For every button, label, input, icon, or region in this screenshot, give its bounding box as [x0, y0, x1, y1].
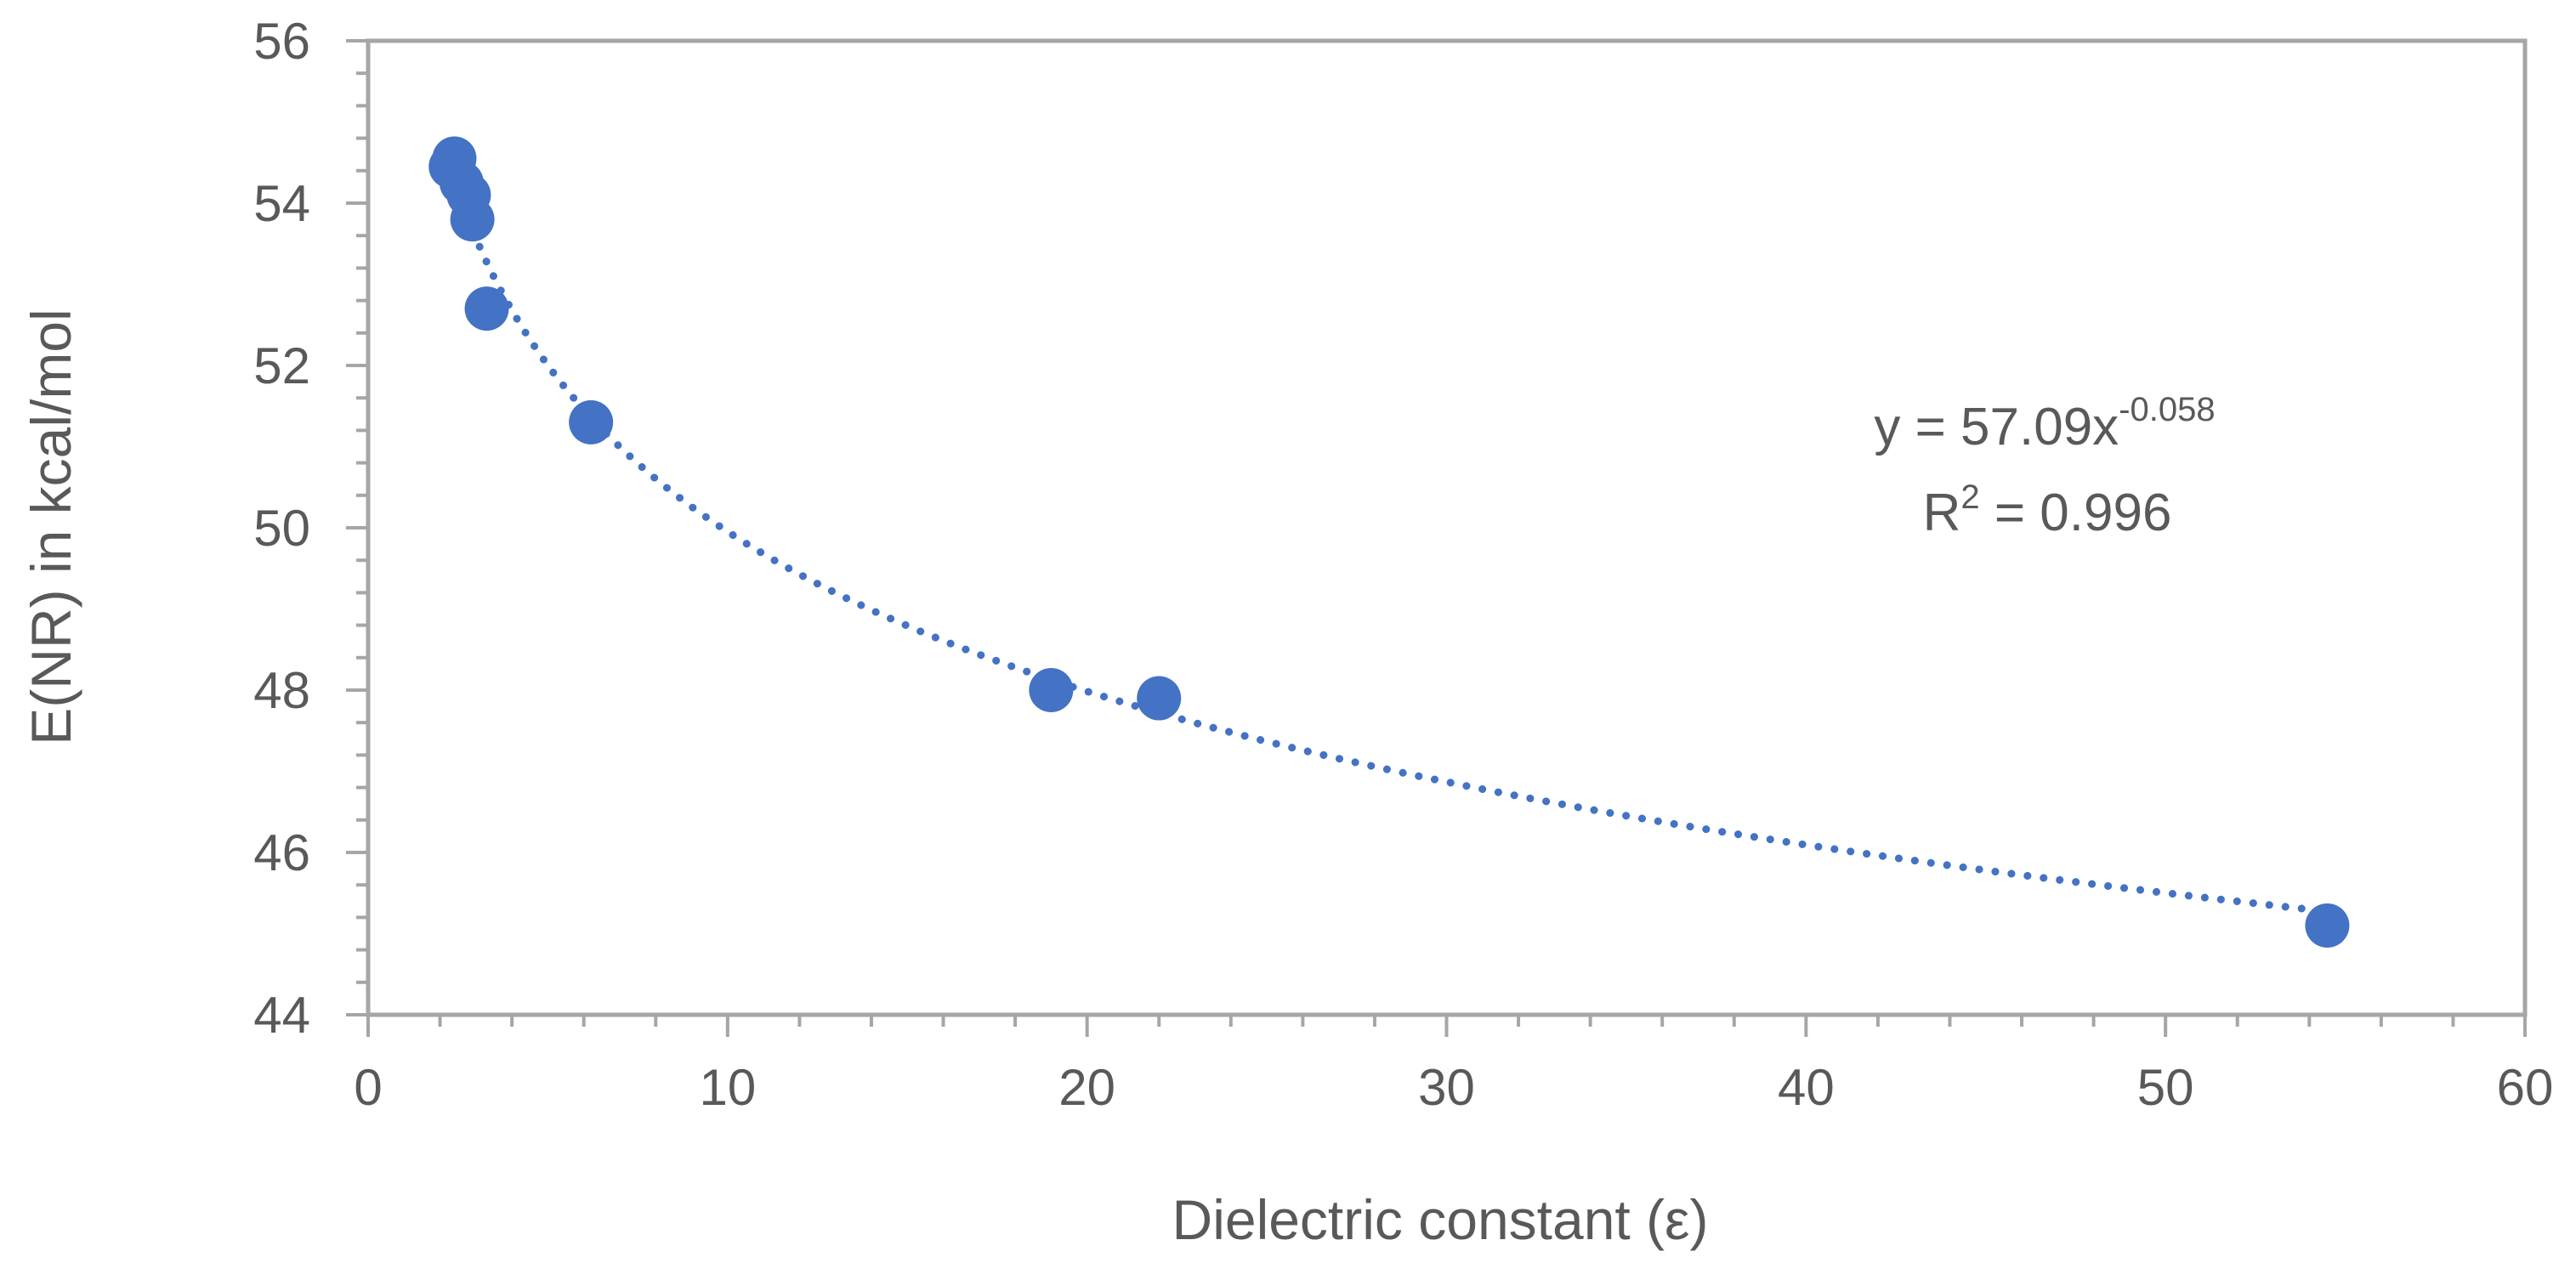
x-tick-label: 60: [2497, 1059, 2554, 1116]
r-squared-superscript: 2: [1960, 478, 1979, 516]
y-tick-label: 50: [253, 500, 310, 557]
x-tick-label: 40: [1778, 1059, 1835, 1116]
data-point: [2305, 903, 2350, 948]
power-trendline: [446, 167, 2331, 915]
r-squared-value: = 0.996: [1980, 484, 2172, 542]
data-point: [464, 286, 509, 331]
x-tick-label: 0: [354, 1059, 382, 1116]
plot-area-frame: [366, 38, 2528, 1017]
y-tick-label: 56: [253, 13, 310, 70]
data-point: [569, 399, 614, 444]
y-tick-label: 54: [253, 175, 310, 232]
equation-exponent: -0.058: [2119, 391, 2215, 428]
equation-text: y = 57.09x: [1874, 398, 2119, 456]
data-point: [450, 197, 495, 242]
x-tick-label: 30: [1418, 1059, 1475, 1116]
y-tick-label: 52: [253, 337, 310, 394]
r-squared: R2 = 0.996: [1923, 478, 2172, 542]
x-tick-label: 10: [699, 1059, 756, 1116]
x-tick-label: 20: [1058, 1059, 1115, 1116]
data-point: [1029, 668, 1074, 712]
y-axis-title: E(NR) in kcal/mol: [20, 309, 82, 745]
y-tick-label: 48: [253, 662, 310, 719]
x-tick-label: 50: [2137, 1059, 2194, 1116]
trendline-group: [446, 167, 2331, 915]
axis-ticks: 0 10 20 30 40 50 60 44 46 48 50 52 54 56: [253, 13, 2553, 1116]
x-axis-title: Dielectric constant (ε): [1172, 1188, 1709, 1251]
y-tick-label: 44: [253, 987, 310, 1044]
trendline-equation: y = 57.09x-0.058: [1874, 391, 2215, 456]
r-squared-letter: R: [1923, 484, 1961, 542]
y-tick-label: 46: [253, 824, 310, 881]
data-point: [1137, 676, 1182, 721]
axes: [366, 38, 2528, 1017]
data-points: [428, 136, 2350, 948]
